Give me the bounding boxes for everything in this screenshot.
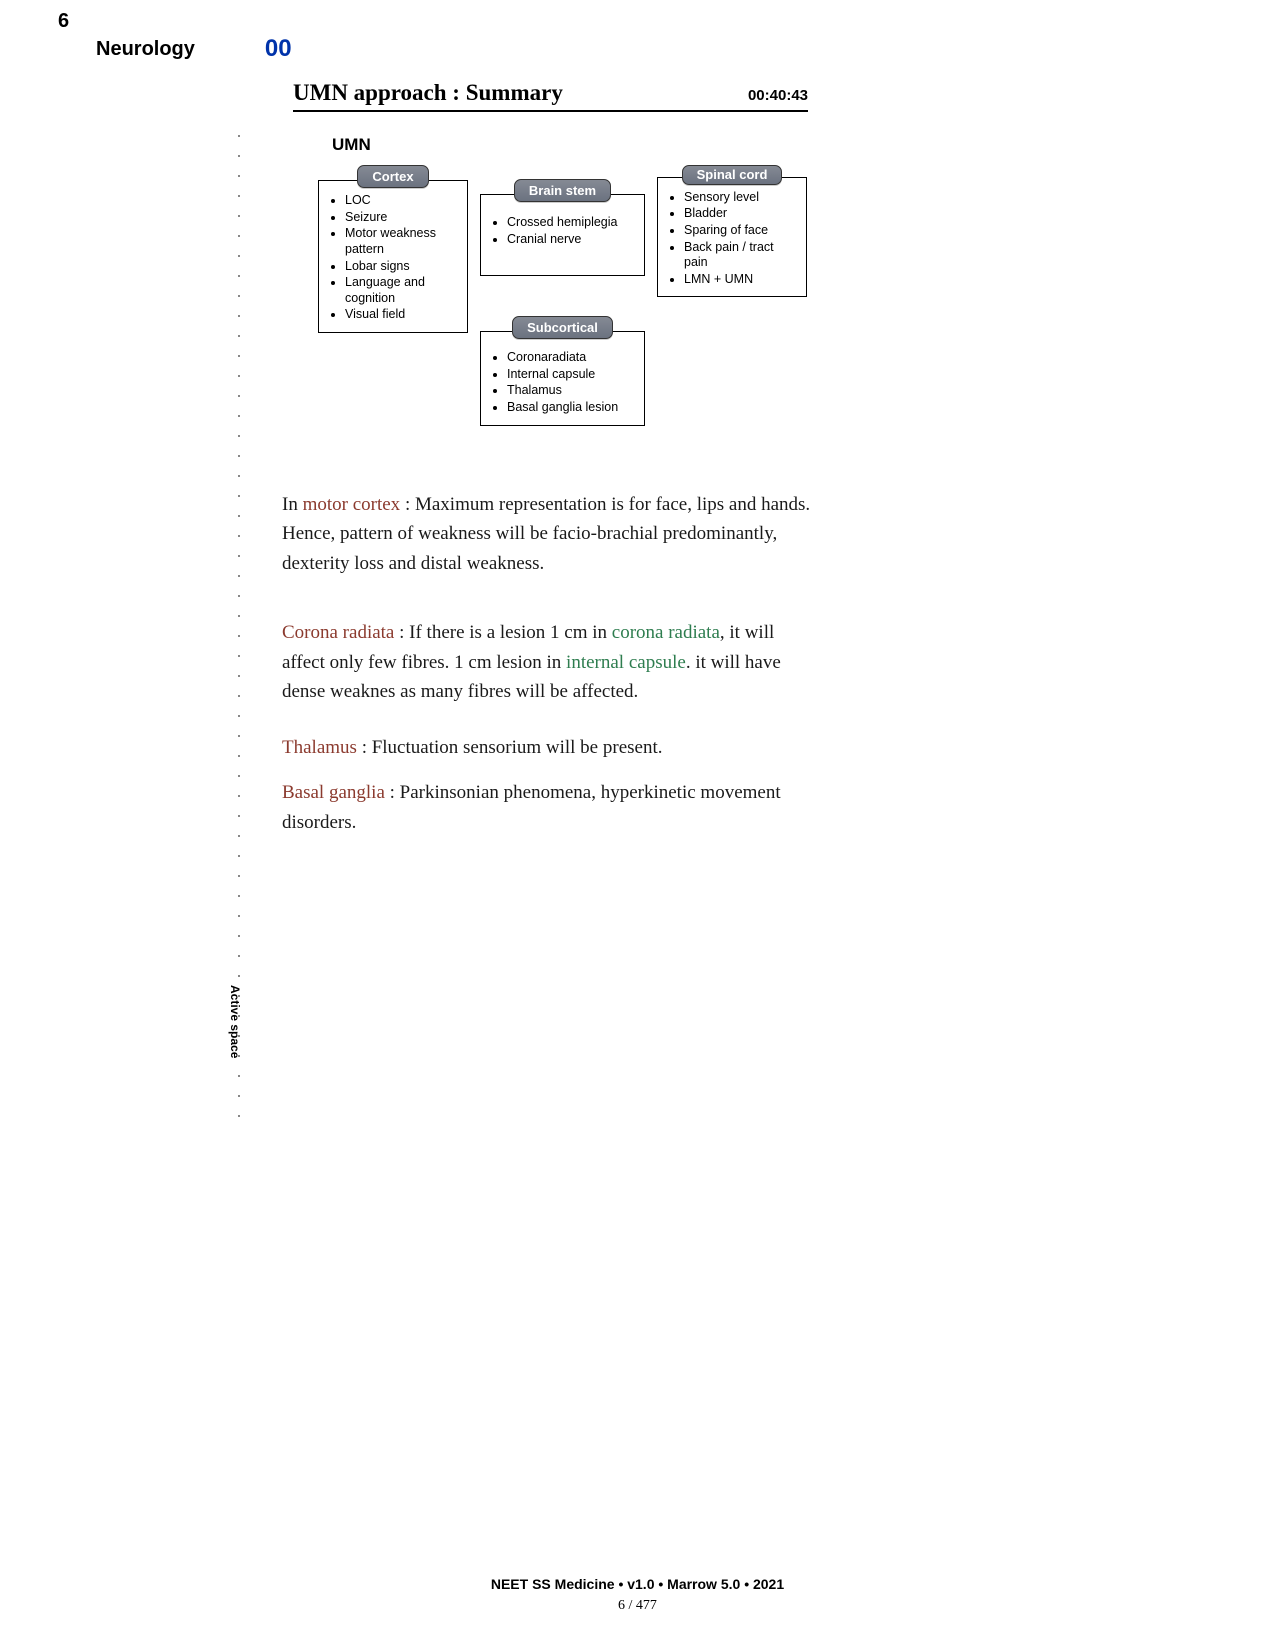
- body-text: In motor cortex : Maximum representation…: [282, 490, 812, 863]
- paragraph-motor-cortex: In motor cortex : Maximum representation…: [282, 490, 812, 578]
- page-number-top: 6: [58, 10, 69, 33]
- header-bar: Neurology 00: [96, 35, 292, 63]
- hl-thalamus: Thalamus: [282, 737, 357, 758]
- list-item: Bladder: [684, 206, 796, 222]
- timestamp: 00:40:43: [748, 87, 808, 104]
- list-item: Motor weakness pattern: [345, 226, 457, 257]
- footer-line2: 6 / 477: [0, 1598, 1275, 1614]
- subject-label: Neurology: [96, 38, 195, 61]
- node-subcortical-box: CoronaradiataInternal capsuleThalamusBas…: [480, 331, 645, 426]
- node-spinalcord-label: Spinal cord: [682, 165, 783, 185]
- list-item: Thalamus: [507, 383, 634, 399]
- list-item: LOC: [345, 193, 457, 209]
- hl-corona-radiata: Corona radiata: [282, 622, 394, 643]
- list-item: Sparing of face: [684, 223, 796, 239]
- umn-diagram: UMN Cortex LOCSeizureMotor weakness patt…: [318, 135, 848, 426]
- list-item: Cranial nerve: [507, 232, 634, 248]
- p1-prefix: In: [282, 494, 303, 515]
- paragraph-corona-radiata: Corona radiata : If there is a lesion 1 …: [282, 618, 812, 706]
- list-item: Language and cognition: [345, 275, 457, 306]
- hl-internal-capsule: internal capsule: [566, 652, 686, 673]
- node-cortex-label: Cortex: [357, 165, 428, 188]
- paragraph-basal-ganglia: Basal ganglia : Parkinsonian phenomena, …: [282, 778, 812, 837]
- node-cortex-box: LOCSeizureMotor weakness pattern Lobar si…: [318, 180, 468, 333]
- margin-dots: [238, 135, 240, 1115]
- list-item: Back pain / tract pain: [684, 240, 796, 271]
- hl-basal-ganglia: Basal ganglia: [282, 782, 385, 803]
- footer: NEET SS Medicine • v1.0 • Marrow 5.0 • 2…: [0, 1576, 1275, 1614]
- paragraph-thalamus: Thalamus : Fluctuation sensorium will be…: [282, 733, 812, 762]
- p2-mid1: : If there is a lesion 1 cm in: [394, 622, 611, 643]
- list-item: Sensory level: [684, 190, 796, 206]
- diagram-heading: UMN: [332, 135, 848, 155]
- list-item: Basal ganglia lesion: [507, 400, 634, 416]
- title-row: UMN approach : Summary 00:40:43: [293, 80, 808, 112]
- node-brainstem-label: Brain stem: [514, 179, 611, 202]
- list-item: LMN + UMN: [684, 272, 796, 288]
- list-item: Seizure: [345, 210, 457, 226]
- node-spinalcord-box: Sensory levelBladderSparing of faceBack …: [657, 177, 807, 298]
- list-item: Visual field: [345, 307, 457, 323]
- page-title: UMN approach : Summary: [293, 80, 563, 106]
- list-item: Coronaradiata: [507, 350, 634, 366]
- list-item: Lobar signs: [345, 259, 457, 275]
- node-spinalcord: Spinal cord Sensory levelBladderSparing …: [657, 165, 807, 297]
- header-code: 00: [265, 35, 292, 63]
- hl-corona-radiata-2: corona radiata: [612, 622, 720, 643]
- node-subcortical: Subcortical CoronaradiataInternal capsul…: [480, 316, 645, 426]
- node-brainstem-box: Crossed hemiplegiaCranial nerve: [480, 194, 645, 276]
- footer-line1: NEET SS Medicine • v1.0 • Marrow 5.0 • 2…: [0, 1576, 1275, 1592]
- active-space-label: Active space: [228, 985, 242, 1058]
- list-item: Crossed hemiplegia: [507, 215, 634, 231]
- node-middle-column: Brain stem Crossed hemiplegiaCranial ner…: [480, 179, 645, 426]
- p3-rest: : Fluctuation sensorium will be present.: [357, 737, 663, 758]
- list-item: Internal capsule: [507, 367, 634, 383]
- node-subcortical-label: Subcortical: [512, 316, 613, 339]
- hl-motor-cortex: motor cortex: [303, 494, 401, 515]
- node-cortex: Cortex LOCSeizureMotor weakness patternL…: [318, 165, 468, 333]
- node-brainstem: Brain stem Crossed hemiplegiaCranial ner…: [480, 179, 645, 276]
